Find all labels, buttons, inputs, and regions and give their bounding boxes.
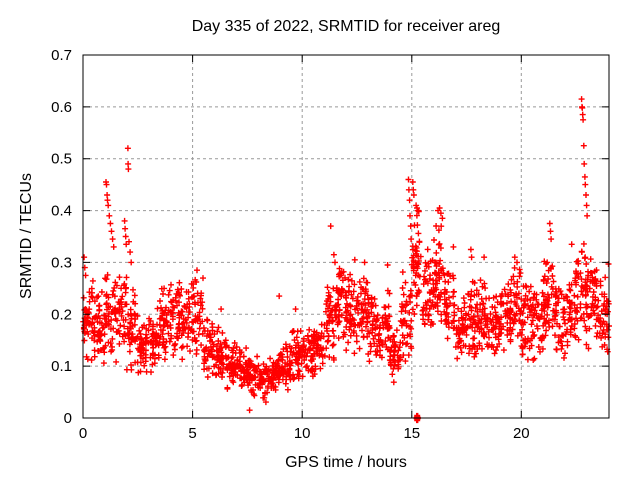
y-tick-label: 0.3 bbox=[51, 254, 72, 271]
axis-ticks bbox=[82, 54, 609, 419]
y-tick-label: 0.6 bbox=[51, 99, 72, 116]
x-tick-label: 0 bbox=[79, 425, 87, 442]
scatter-points bbox=[80, 96, 612, 414]
chart-title: Day 335 of 2022, SRMTID for receiver are… bbox=[192, 18, 501, 35]
x-axis-label: GPS time / hours bbox=[285, 454, 407, 471]
y-tick-label: 0 bbox=[64, 410, 72, 427]
y-tick-label: 0.2 bbox=[51, 306, 72, 323]
chart-layers: 0 5 10 15 20 0 0.1 0.2 0.3 0.4 0.5 0.6 0.7 bbox=[51, 47, 612, 442]
plot-border bbox=[82, 54, 610, 419]
y-tick-label: 0.5 bbox=[51, 151, 72, 168]
grid-lines bbox=[83, 55, 609, 418]
y-tick-label: 0.7 bbox=[51, 47, 72, 64]
y-axis-label: SRMTID / TECUs bbox=[18, 173, 35, 299]
y-tick-label: 0.4 bbox=[51, 203, 72, 220]
x-tick-label: 15 bbox=[403, 425, 420, 442]
x-tick-label: 20 bbox=[513, 425, 530, 442]
y-tick-label: 0.1 bbox=[51, 358, 72, 375]
x-tick-label: 10 bbox=[294, 425, 311, 442]
x-tick-label: 5 bbox=[188, 425, 196, 442]
